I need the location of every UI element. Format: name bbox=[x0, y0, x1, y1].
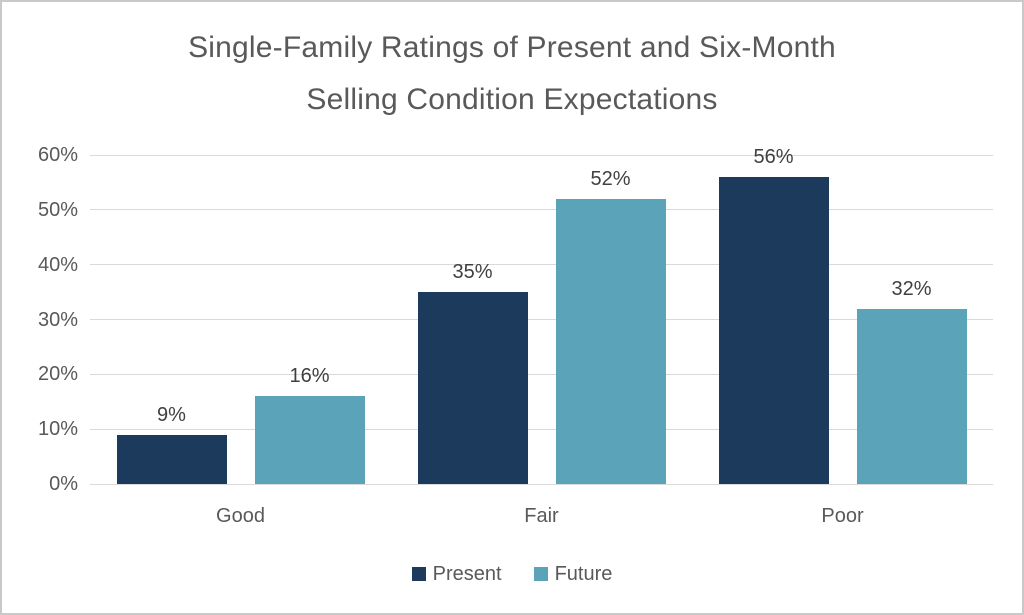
y-tick-label-50: 50% bbox=[37, 198, 78, 221]
legend-label-future: Future bbox=[554, 563, 613, 585]
gridline-40 bbox=[90, 264, 993, 266]
bar-present-good bbox=[116, 434, 227, 484]
x-axis-label-good: Good bbox=[216, 505, 265, 527]
bar-future-fair bbox=[555, 198, 666, 484]
y-tick-label-0: 0% bbox=[49, 473, 78, 495]
y-tick-label-60: 60% bbox=[37, 144, 78, 166]
legend-swatch-present-icon bbox=[411, 567, 426, 581]
data-label-future-poor: 32% bbox=[891, 277, 932, 300]
chart-title: Single-Family Ratings of Present and Six… bbox=[2, 22, 1022, 126]
y-tick-label-30: 30% bbox=[37, 308, 78, 331]
gridline-10 bbox=[90, 428, 993, 430]
gridline-50 bbox=[90, 209, 993, 211]
legend-label-present: Present bbox=[432, 563, 502, 585]
bar-future-good bbox=[254, 396, 365, 484]
y-tick-label-20: 20% bbox=[37, 363, 78, 386]
legend-item-present: Present bbox=[411, 563, 502, 585]
data-label-future-fair: 52% bbox=[590, 167, 631, 190]
bar-present-fair bbox=[417, 292, 528, 484]
data-label-present-good: 9% bbox=[157, 403, 186, 426]
y-tick-label-10: 10% bbox=[37, 418, 78, 441]
gridline-20 bbox=[90, 373, 993, 375]
legend-item-future: Future bbox=[533, 563, 613, 585]
data-label-future-good: 16% bbox=[289, 365, 330, 388]
data-label-present-fair: 35% bbox=[452, 261, 493, 284]
legend: Present Future bbox=[2, 563, 1022, 585]
chart-title-line2: Selling Condition Expectations bbox=[306, 83, 718, 116]
bar-future-poor bbox=[856, 308, 967, 484]
gridline-30 bbox=[90, 319, 993, 320]
x-axis-label-poor: Poor bbox=[821, 505, 864, 527]
chart-title-line1: Single-Family Ratings of Present and Six… bbox=[188, 31, 836, 64]
gridline-60 bbox=[90, 154, 993, 156]
bar-present-poor bbox=[718, 176, 829, 484]
legend-swatch-future-icon bbox=[533, 567, 548, 581]
y-tick-label-40: 40% bbox=[37, 253, 78, 276]
data-label-present-poor: 56% bbox=[753, 145, 794, 168]
x-axis-label-fair: Fair bbox=[524, 505, 559, 527]
gridline-0 bbox=[90, 483, 993, 485]
